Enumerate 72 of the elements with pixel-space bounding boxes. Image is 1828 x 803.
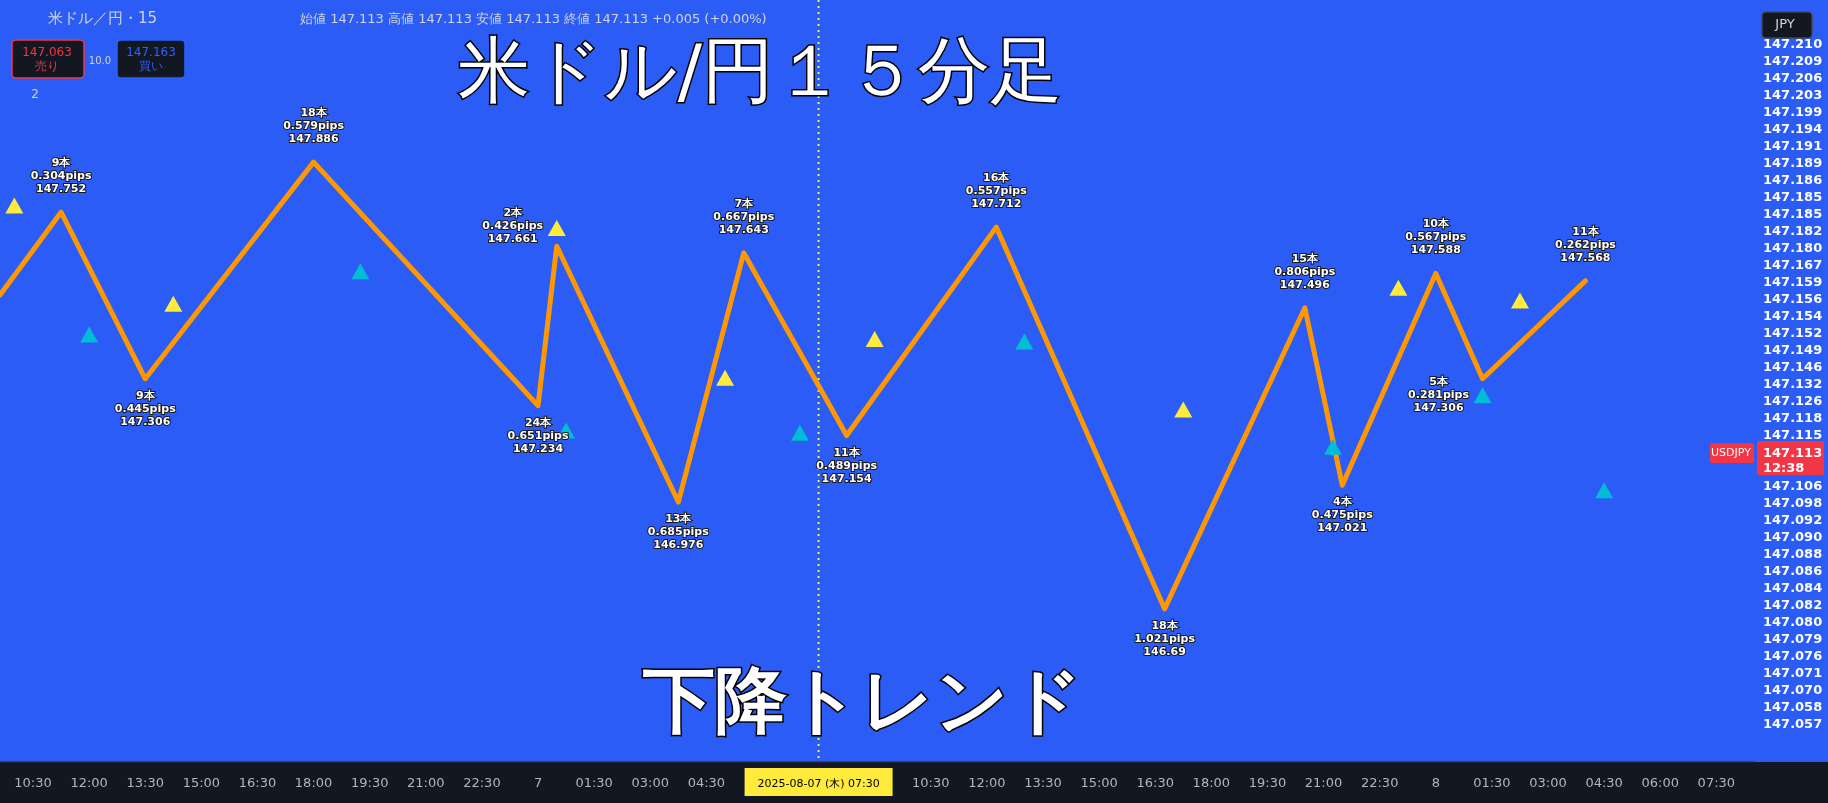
- x-tick-label: 12:00: [70, 775, 108, 790]
- x-tick-label: 13:30: [1024, 775, 1062, 790]
- data-label: 2本 0.426pips 147.661: [482, 206, 544, 246]
- point: [547, 219, 566, 236]
- text: 147.106 147.098 147.092 147.090 147.088 147.086 147.084 147.082 147.080 147.079 147.076 147.071 147.070 147.058 147.057: [1763, 478, 1823, 731]
- point: [716, 369, 735, 386]
- x-tick-label: 06:00: [1641, 775, 1679, 790]
- x-tick-label: 18:00: [1192, 775, 1231, 790]
- x-tick-label: 03:00: [631, 775, 669, 790]
- chart-title: 米ドル/円１５分足: [457, 28, 1063, 112]
- data-label: 18本 0.579pips 147.886: [283, 106, 345, 146]
- point: [164, 295, 183, 312]
- data-label: 16本 0.557pips 147.712: [965, 171, 1028, 211]
- x-tick-label: 04:30: [687, 775, 726, 790]
- point: [1389, 279, 1408, 296]
- point: [865, 330, 884, 347]
- point: [351, 263, 370, 280]
- point: [1473, 387, 1492, 404]
- annotation: 米ドル／円・15: [48, 9, 158, 27]
- data-label: 5本 0.281pips 147.306: [1408, 374, 1470, 414]
- x-tick-label: 21:00: [1304, 775, 1343, 790]
- annotation: 始値 147.113 高値 147.113 安値 147.113 終値 147.113 +0.005 (+0.00%): [300, 11, 767, 26]
- x-tick-label: 22:30: [1360, 775, 1399, 790]
- x-tick-label: 15:00: [1080, 775, 1118, 790]
- annotation: 147.063 売り: [22, 45, 72, 73]
- x-tick-label: 8: [1431, 775, 1440, 790]
- text: 147.113 12:38: [1763, 445, 1823, 475]
- point: [80, 326, 99, 343]
- x-tick-label: 22:30: [463, 775, 501, 790]
- data-label: 15本 0.806pips 147.496: [1274, 251, 1336, 291]
- data-label: 7本 0.667pips 147.643: [713, 196, 775, 236]
- point: [1595, 482, 1614, 499]
- data-label: 10本 0.567pips 147.588: [1405, 217, 1467, 257]
- annotation: 10.0: [88, 55, 112, 66]
- annotation: 147.163 買い: [126, 45, 176, 73]
- x-tick-label: 15:00: [182, 775, 221, 790]
- x-tick-label: 16:30: [238, 775, 277, 790]
- x-tick-label: 18:00: [294, 775, 333, 790]
- x-tick-label: 21:00: [407, 775, 445, 790]
- point: [1323, 438, 1342, 455]
- data-label: 13本 0.685pips 146.976: [647, 512, 710, 552]
- point: [1015, 333, 1034, 350]
- point: [1510, 292, 1529, 309]
- x-tick-label: 10:30: [14, 775, 52, 790]
- x-tick-label: 13:30: [126, 775, 164, 790]
- x-tick-label: 03:00: [1529, 775, 1567, 790]
- point: [5, 197, 24, 214]
- x-tick-label: 04:30: [1585, 775, 1623, 790]
- x-tick-label: 01:30: [1473, 775, 1511, 790]
- data-label: 18本 1.021pips 146.69: [1134, 618, 1196, 658]
- data-label: 9本 0.445pips 147.306: [114, 388, 177, 428]
- x-tick-label: 19:30: [1248, 775, 1287, 790]
- point: [790, 424, 809, 441]
- annotation: 下降トレンド: [643, 658, 1083, 742]
- x-tick-label: 19:30: [350, 775, 389, 790]
- data-label: 4本 0.475pips 147.021: [1311, 495, 1374, 535]
- x-tick-label: 07:30: [1697, 775, 1736, 790]
- point: [1174, 401, 1193, 418]
- text: JPY: [1774, 16, 1795, 31]
- x-tick-label: 10:30: [912, 775, 950, 790]
- data-label: 11本 0.489pips 147.154: [816, 445, 878, 485]
- data-label: 11本 0.262pips 147.568: [1554, 224, 1617, 264]
- x-tick-label: 2025-08-07 (木) 07:30: [757, 777, 880, 790]
- x-tick-label: 7: [533, 775, 543, 790]
- annotation: 2: [31, 87, 39, 101]
- x-tick-label: 16:30: [1136, 775, 1174, 790]
- text: 147.210 147.209 147.206 147.203 147.199 147.194 147.191 147.189 147.186 147.185 147.185 147.182 147.180 147.167 147.159 147.156 147.154 147.152 147.149 147.146 147.132 147.126 147.118 147.115: [1763, 36, 1823, 442]
- x-tick-label: 12:00: [968, 775, 1006, 790]
- annotation: USDJPY: [1711, 446, 1752, 459]
- x-tick-label: 01:30: [575, 775, 613, 790]
- data-label: 9本 0.304pips 147.752: [30, 156, 92, 196]
- data-label: 24本 0.651pips 147.234: [507, 415, 569, 455]
